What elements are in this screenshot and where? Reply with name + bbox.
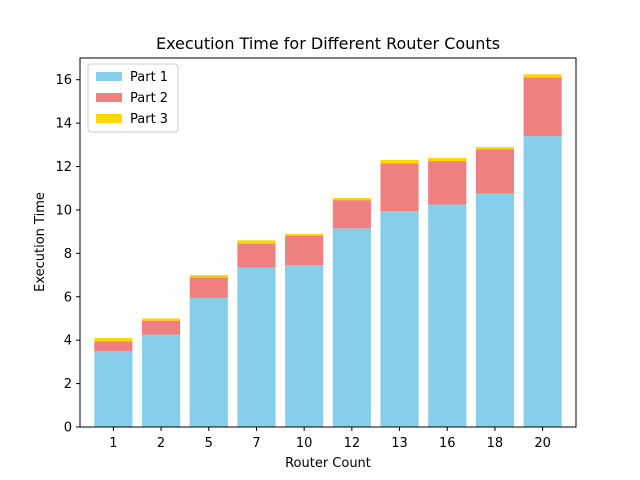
legend-label: Part 3 [130,112,168,127]
legend-label: Part 1 [130,70,168,85]
bar-segment-part-3-20 [523,74,562,78]
bar-segment-part-3-10 [285,233,324,236]
x-axis-title: Router Count [285,456,371,471]
bar-segment-part-2-12 [332,200,371,229]
legend: Part 1 Part 2 Part 3 [87,63,179,133]
x-tick-label: 7 [252,436,260,451]
bar-segment-part-1-12 [332,228,371,427]
bar-segment-part-1-16 [428,204,467,427]
legend-swatch-part-2 [96,93,122,102]
y-tick-label: 10 [55,203,72,218]
bar-segment-part-3-16 [428,157,467,162]
bar-segment-part-1-10 [285,265,324,427]
y-tick-label: 16 [55,73,72,88]
x-tick-label: 2 [157,436,165,451]
bar-segment-part-3-5 [189,275,228,278]
bar-segment-part-3-12 [332,198,371,201]
legend-label: Part 2 [130,91,168,106]
bar-segment-part-3-1 [94,338,133,342]
x-tick-label: 18 [487,436,504,451]
bar-segment-part-3-13 [380,160,419,164]
bar-segment-part-1-1 [94,351,133,427]
legend-swatch-part-1 [96,72,122,81]
bar-segment-part-1-7 [237,267,276,427]
bar-segment-part-1-2 [142,334,181,427]
y-tick-label: 14 [55,117,72,132]
bar-segment-part-1-5 [189,297,228,427]
plot-frame [79,57,577,428]
bar-segment-part-2-7 [237,243,276,268]
bars-layer [94,74,562,427]
bar-segment-part-2-13 [380,163,419,212]
bar-segment-part-3-2 [142,318,181,321]
bar-segment-part-2-18 [475,149,514,194]
bar-segment-part-3-7 [237,240,276,244]
y-tick-label: 6 [64,290,72,305]
bar-segment-part-1-18 [475,193,514,427]
bar-segment-part-1-20 [523,136,562,427]
y-axis-title: Execution Time [33,192,48,292]
y-tick-label: 2 [64,377,72,392]
y-tick-label: 4 [64,334,72,349]
bar-segment-part-2-1 [94,341,133,352]
legend-swatch-part-3 [96,114,122,123]
y-tick-label: 12 [55,160,72,175]
bar-segment-part-2-20 [523,77,562,137]
bar-segment-part-2-10 [285,235,324,266]
bar-segment-part-2-16 [428,161,467,205]
y-tick-label: 0 [64,421,72,436]
bar-segment-part-2-5 [189,277,228,298]
x-tick-label: 12 [344,436,361,451]
x-tick-label: 16 [439,436,456,451]
x-tick-label: 1 [109,436,117,451]
bar-segment-part-1-13 [380,211,419,427]
bar-segment-part-3-18 [475,146,514,150]
chart-title: Execution Time for Different Router Coun… [156,34,500,53]
y-tick-label: 8 [64,247,72,262]
x-tick-label: 10 [296,436,313,451]
x-tick-label: 13 [391,436,408,451]
x-tick-label: 20 [534,436,551,451]
x-tick-label: 5 [205,436,213,451]
bar-segment-part-2-2 [142,320,181,335]
